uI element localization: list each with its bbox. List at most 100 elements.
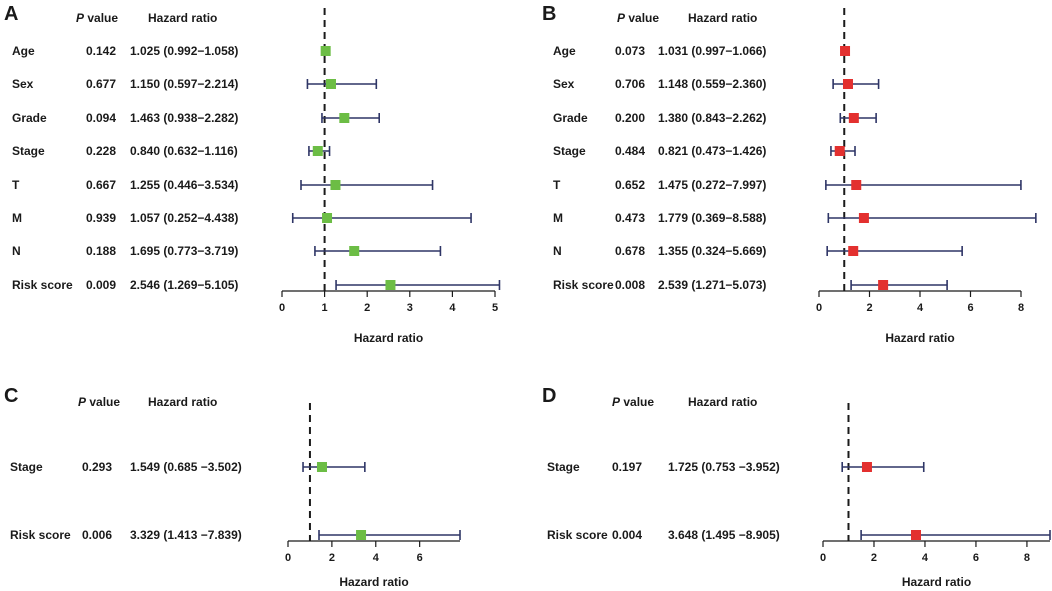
p-value: 0.677 [86, 77, 116, 91]
hazard-ratio-ci-text: 3.648 (1.495 −8.905) [668, 528, 780, 542]
p-value: 0.939 [86, 211, 116, 225]
header-hazard-ratio: Hazard ratio [148, 11, 217, 25]
row-grade: Grade 0.094 1.463 (0.938−2.282) [12, 111, 381, 125]
variable-label: Age [553, 44, 576, 58]
x-tick-label: 4 [917, 302, 924, 314]
hr-point-marker [861, 462, 872, 472]
p-value: 0.706 [615, 77, 645, 91]
row-sex: Sex 0.677 1.150 (0.597−2.214) [12, 77, 378, 91]
x-tick-label: 0 [816, 302, 822, 314]
panel-label: D [542, 385, 556, 407]
x-tick-label: 2 [866, 302, 872, 314]
x-tick-label: 2 [871, 552, 877, 564]
variable-label: Risk score [553, 278, 614, 292]
panel-label: C [4, 385, 18, 407]
hr-point-marker [316, 462, 327, 472]
x-axis-title: Hazard ratio [885, 331, 954, 345]
variable-label: Stage [553, 144, 586, 158]
hazard-ratio-ci-text: 1.463 (0.938−2.282) [130, 111, 238, 125]
hr-point-marker [322, 213, 333, 223]
header-hazard-ratio: Hazard ratio [688, 395, 757, 409]
x-tick-label: 4 [373, 552, 380, 564]
variable-label: N [553, 244, 562, 258]
hr-point-marker [339, 113, 350, 123]
variable-label: Stage [10, 460, 43, 474]
row-sex: Sex 0.706 1.148 (0.559−2.360) [553, 77, 880, 91]
hr-point-marker [840, 46, 851, 56]
variable-label: Risk score [10, 528, 71, 542]
row-t: T 0.667 1.255 (0.446−3.534) [12, 178, 434, 192]
hr-point-marker [385, 280, 396, 290]
panel-c: C P value Hazard ratio Stage 0.293 1.549 (0.6… [4, 385, 461, 589]
x-tick-label: 0 [285, 552, 291, 564]
p-value: 0.228 [86, 144, 116, 158]
x-axis-title: Hazard ratio [354, 331, 423, 345]
hr-point-marker [848, 246, 859, 256]
hr-point-marker [356, 530, 367, 540]
row-age: Age 0.073 1.031 (0.997−1.066) [553, 44, 851, 58]
x-tick-label: 6 [417, 552, 423, 564]
row-m: M 0.939 1.057 (0.252−4.438) [12, 211, 472, 225]
hr-point-marker [910, 530, 921, 540]
hazard-ratio-ci-text: 1.695 (0.773−3.719) [130, 244, 238, 258]
row-stage: Stage 0.197 1.725 (0.753 −3.952) [547, 460, 925, 474]
header-p-value: P value [617, 11, 659, 25]
p-value: 0.473 [615, 211, 645, 225]
p-value: 0.188 [86, 244, 116, 258]
row-age: Age 0.142 1.025 (0.992−1.058) [12, 44, 331, 58]
variable-label: Stage [12, 144, 45, 158]
hazard-ratio-ci-text: 1.025 (0.992−1.058) [130, 44, 238, 58]
hazard-ratio-ci-text: 1.355 (0.324−5.669) [658, 244, 766, 258]
variable-label: M [553, 211, 563, 225]
row-m: M 0.473 1.779 (0.369−8.588) [553, 211, 1037, 225]
p-value: 0.073 [615, 44, 645, 58]
x-tick-label: 1 [322, 302, 328, 314]
hazard-ratio-ci-text: 1.549 (0.685 −3.502) [130, 460, 242, 474]
row-risk-score: Risk score 0.006 3.329 (1.413 −7.839) [10, 528, 461, 542]
header-p-value: P value [78, 395, 120, 409]
hr-point-marker [878, 280, 889, 290]
header-p-value: P value [612, 395, 654, 409]
hr-point-marker [320, 46, 331, 56]
header-hazard-ratio: Hazard ratio [148, 395, 217, 409]
variable-label: Age [12, 44, 35, 58]
row-risk-score: Risk score 0.009 2.546 (1.269−5.105) [12, 278, 501, 292]
x-tick-label: 5 [492, 302, 498, 314]
p-value: 0.009 [86, 278, 116, 292]
p-value: 0.200 [615, 111, 645, 125]
variable-label: T [553, 178, 561, 192]
panel-d: D P value Hazard ratio Stage 0.197 1.725 (0.7… [542, 385, 1051, 589]
hazard-ratio-ci-text: 1.475 (0.272−7.997) [658, 178, 766, 192]
variable-label: Sex [12, 77, 34, 91]
row-stage: Stage 0.484 0.821 (0.473−1.426) [553, 144, 856, 158]
p-value: 0.197 [612, 460, 642, 474]
x-tick-label: 8 [1024, 552, 1030, 564]
x-tick-label: 6 [973, 552, 979, 564]
x-tick-label: 2 [329, 552, 335, 564]
hr-point-marker [834, 146, 845, 156]
hr-point-marker [842, 79, 853, 89]
hazard-ratio-ci-text: 2.546 (1.269−5.105) [130, 278, 238, 292]
hr-point-marker [325, 79, 336, 89]
variable-label: Grade [553, 111, 588, 125]
hr-point-marker [349, 246, 360, 256]
variable-label: Sex [553, 77, 575, 91]
hazard-ratio-ci-text: 2.539 (1.271−5.073) [658, 278, 766, 292]
panel-label: B [542, 3, 556, 25]
hazard-ratio-ci-text: 1.031 (0.997−1.066) [658, 44, 766, 58]
p-value: 0.006 [82, 528, 112, 542]
hr-point-marker [848, 113, 859, 123]
p-value: 0.293 [82, 460, 112, 474]
variable-label: Grade [12, 111, 47, 125]
row-risk-score: Risk score 0.004 3.648 (1.495 −8.905) [547, 528, 1051, 542]
p-value: 0.484 [615, 144, 645, 158]
variable-label: Stage [547, 460, 580, 474]
variable-label: Risk score [12, 278, 73, 292]
x-tick-label: 2 [364, 302, 370, 314]
x-tick-label: 8 [1018, 302, 1024, 314]
p-value: 0.142 [86, 44, 116, 58]
panel-a: A P value Hazard ratio Age 0.142 1.025 (0.992… [4, 3, 501, 345]
x-tick-label: 4 [449, 302, 456, 314]
variable-label: N [12, 244, 21, 258]
hr-point-marker [851, 180, 862, 190]
